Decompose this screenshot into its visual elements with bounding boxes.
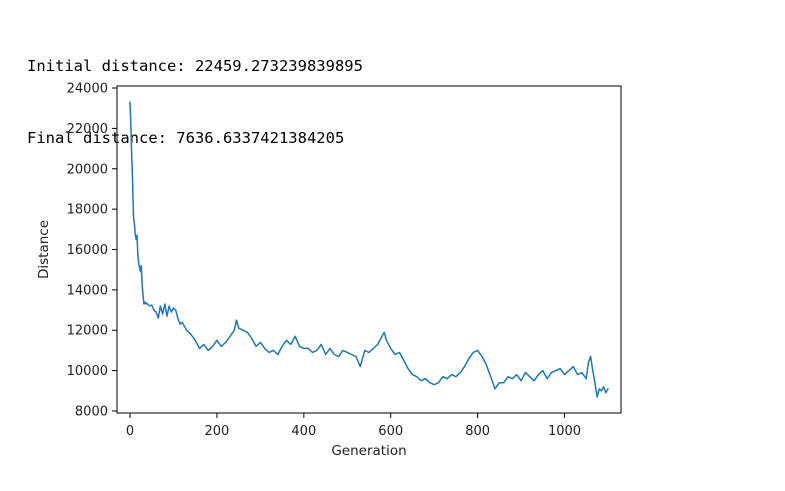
y-tick-label: 10000: [67, 364, 108, 379]
initial-distance-text: Initial distance: 22459.273239839895: [27, 57, 363, 75]
y-tick-label: 12000: [67, 324, 108, 339]
x-tick-label: 1000: [548, 424, 581, 439]
y-tick-label: 16000: [67, 243, 108, 258]
y-tick-label: 22000: [67, 122, 108, 137]
distance-series-line: [129, 101, 609, 398]
plot-frame: [116, 85, 622, 414]
final-distance-text: Final distance: 7636.6337421384205: [27, 129, 345, 147]
x-tick-label: 200: [205, 424, 230, 439]
x-tick-label: 600: [378, 424, 403, 439]
x-tick-label: 400: [291, 424, 316, 439]
y-tick-label: 20000: [67, 162, 108, 177]
y-tick-label: 24000: [67, 82, 108, 97]
y-tick-label: 14000: [67, 283, 108, 298]
x-axis-ticks: 0 200 400 600 800 1000: [126, 413, 581, 439]
y-tick-label: 8000: [75, 404, 108, 419]
y-tick-label: 18000: [67, 203, 108, 218]
x-tick-label: 0: [126, 424, 134, 439]
y-axis-label: Distance: [36, 220, 52, 279]
x-tick-label: 800: [465, 424, 490, 439]
y-axis-ticks: 8000 10000 12000 14000 16000 18000 20000 22000 2…: [67, 82, 117, 419]
x-axis-label: Generation: [331, 443, 406, 459]
console-output: Initial distance: 22459.273239839895 Fin…: [27, 6, 363, 174]
